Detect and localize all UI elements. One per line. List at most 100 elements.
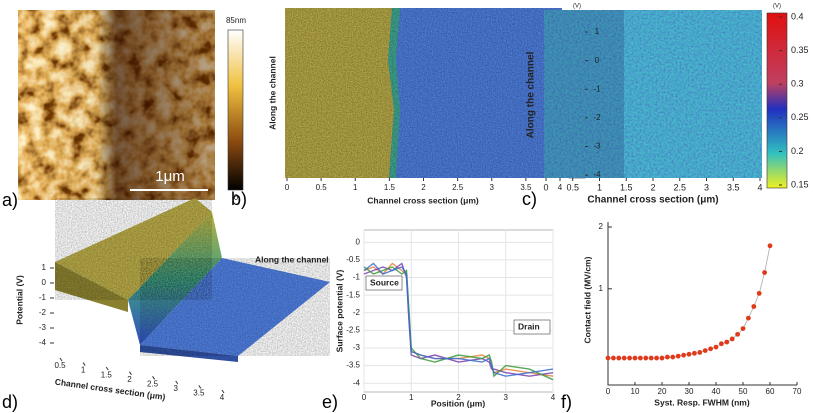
x-axis-label: Channel cross section (μm) [367,195,479,205]
colorbar-tick-label: -3 [593,142,601,151]
surface-plot [55,198,330,362]
panel-label: f) [561,392,572,412]
x-tick-label: 0.5 [566,182,579,192]
x-tick-label: 3 [504,393,509,402]
x-tick-label: 1 [597,182,602,192]
x-tick [105,366,109,371]
z-tick-label: -4 [39,338,47,347]
x-tick [198,385,202,389]
x-axis-label: Channel cross section (μm) [587,195,718,206]
x-tick-label: 4 [220,393,225,402]
x-tick-label: 20 [658,387,667,396]
annotation: Drain [518,321,540,331]
x-tick-label: 1.5 [101,370,113,379]
annotation: Along the channel [255,254,329,264]
x-tick [129,371,132,375]
x-tick-label: 1 [353,183,358,192]
x-tick-label: 2 [456,393,461,402]
line [363,266,554,381]
x-tick-label: 60 [766,387,775,396]
scale-bar-label: 1μm [155,168,184,185]
colorbar-label: 0 [234,193,239,202]
point [719,341,724,347]
y-tick-label: 0 [356,237,361,246]
z-tick-label: -3 [39,323,47,332]
x-tick-label: 2 [127,375,132,384]
x-tick-label: 0.5 [316,183,328,192]
y-tick-label: -1.5 [346,290,360,299]
x-tick-label: 2.5 [673,182,686,192]
point [611,355,616,361]
point [767,243,773,249]
colorbar-tick-label: 0.35 [791,45,809,55]
annotation: Source [370,277,399,287]
panel-label: d) [2,392,18,412]
z-axis-label: Potential (V) [14,275,24,325]
point [746,315,751,321]
point [708,346,713,352]
colorbar-tick-label: 1 [595,27,600,36]
point [692,350,697,356]
colorbar-tick-label: 0 [595,56,600,65]
point [638,355,643,361]
x-tick-label: 4 [551,393,556,402]
x-tick-label: 2 [421,183,426,192]
point [756,290,762,296]
x-tick-label: 0.5 [54,361,66,370]
colorbar-tick-label: -1 [593,84,601,93]
y-axis-label: Along the channel [526,51,537,138]
x-tick-label: 1.5 [384,183,396,192]
colorbar-label: 85nm [226,16,246,25]
x-tick-label: 10 [631,387,640,396]
x-axis-label: Syst. Resp. FWHM (nm) [654,397,750,407]
x-tick [221,389,225,394]
kpfm-image [544,10,762,178]
x-tick-label: 3.5 [520,183,532,192]
y-tick-label: -3.5 [346,361,360,370]
panel-label: e) [322,392,338,412]
y-tick-label: -2.5 [346,325,360,334]
panel-label: a) [2,190,18,210]
point [729,336,735,342]
colorbar-tick-label: -4 [593,170,601,179]
x-tick [175,380,179,385]
x-tick-label: 3.5 [727,182,740,192]
point [681,352,686,358]
x-tick-label: 1 [81,366,86,375]
point [670,354,676,360]
x-tick-label: 1 [409,393,414,402]
panel-label: c) [522,189,537,209]
point [632,355,638,361]
point [762,270,767,275]
x-tick-label: 0 [362,393,367,402]
x-tick-label: 50 [739,387,748,396]
point [616,355,622,361]
x-tick-label: 2.5 [452,183,464,192]
point [605,355,611,361]
y-axis-label: Contact field (MV/cm) [582,256,592,343]
y-axis-label: Along the channel [267,56,277,130]
x-tick [59,357,63,362]
y-tick-label: 2 [599,222,604,231]
z-tick-label: -2 [39,308,47,317]
point [621,355,627,361]
annotation-box [513,319,551,335]
x-tick [152,376,155,380]
x-tick-label: 3 [704,182,709,192]
y-tick-label: -1 [353,273,361,282]
point [740,326,746,331]
point [648,355,654,361]
point [702,348,708,354]
colorbar-tick-label: 0.15 [791,179,809,189]
colorbar-tick-label: 0.3 [791,79,804,89]
point [686,351,692,357]
point [659,355,665,361]
x-tick-label: 3 [490,183,495,192]
point [713,344,719,350]
y-tick-label: -3 [353,343,361,352]
x-tick-label: 30 [685,387,694,396]
x-tick-label: 2 [650,182,655,192]
x-tick-label: 70 [793,387,802,396]
point [665,354,670,360]
